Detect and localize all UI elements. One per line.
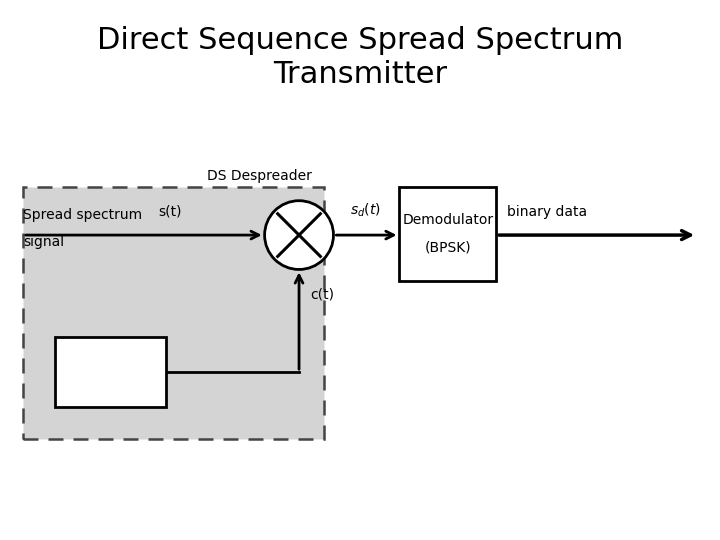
Bar <box>400 187 496 281</box>
Bar <box>23 187 324 439</box>
Text: Demodulator: Demodulator <box>402 213 493 227</box>
Bar <box>55 337 166 407</box>
Text: s(t): s(t) <box>158 205 181 219</box>
Text: DS Despreader: DS Despreader <box>207 169 312 183</box>
Text: Spread spectrum: Spread spectrum <box>23 208 142 221</box>
Text: bit source: bit source <box>76 377 145 392</box>
Text: $s_d(t)$: $s_d(t)$ <box>350 201 380 219</box>
Text: (BPSK): (BPSK) <box>425 240 471 254</box>
Ellipse shape <box>265 201 333 269</box>
Text: signal: signal <box>23 234 64 248</box>
Text: Direct Sequence Spread Spectrum
Transmitter: Direct Sequence Spread Spectrum Transmit… <box>96 26 624 89</box>
Text: Pseudonoise: Pseudonoise <box>68 350 154 365</box>
Text: binary data: binary data <box>507 205 587 219</box>
Text: c(t): c(t) <box>310 287 334 301</box>
